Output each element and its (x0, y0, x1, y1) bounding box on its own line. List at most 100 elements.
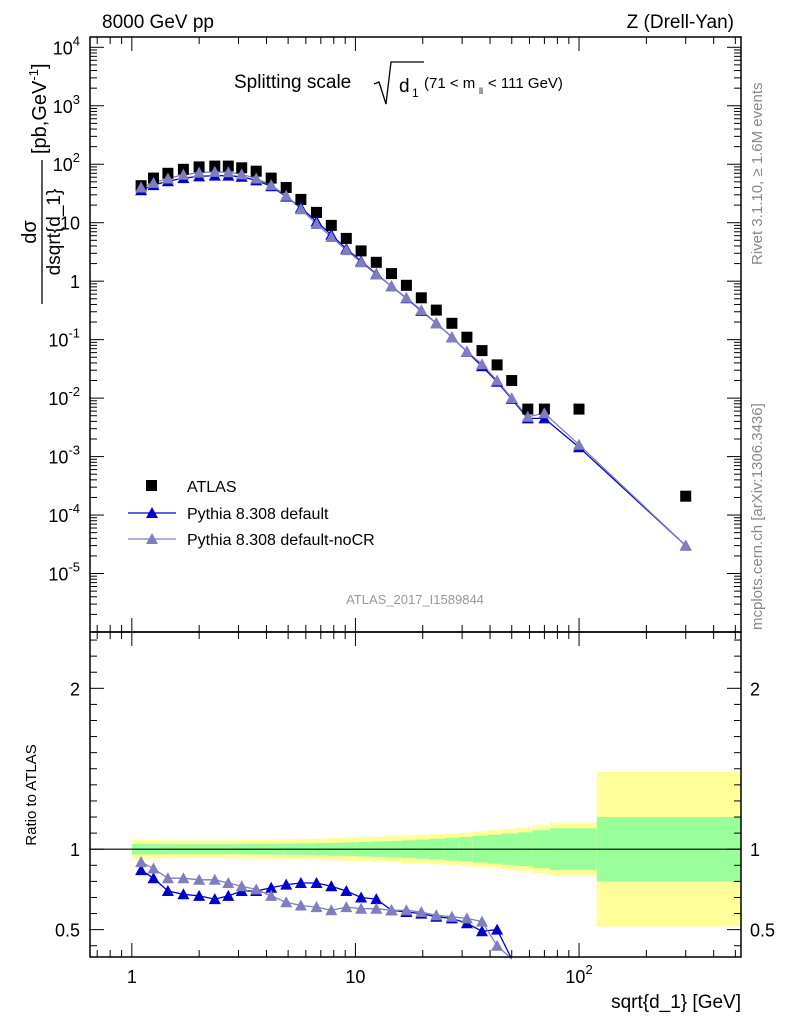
main-point-series-2-2 (161, 172, 174, 184)
ratio-point-series-1-11 (294, 899, 307, 911)
main-point-series-2-5 (208, 165, 221, 177)
title-main: Splitting scale (234, 72, 351, 93)
title-sub-end: < 111 GeV) (488, 75, 563, 92)
mcplots-note: mcplots.cern.ch [arXiv:1306.3436] (749, 403, 766, 630)
main-point-series-2-13 (325, 231, 338, 242)
ratio-point-series-0-0 (135, 864, 148, 876)
ratio-point-series-0-15 (355, 891, 368, 903)
main-ytick-label: 10-2 (48, 384, 80, 409)
x-tick-labels: 1 10 102 (127, 962, 593, 987)
main-point-series-2-1 (147, 176, 160, 188)
main-ytick-label: 103 (53, 92, 80, 117)
ratio-axis-ticks: 0.5 0.5 1 1 2 2 (55, 632, 775, 957)
title-d: d (399, 76, 410, 97)
ratio-point-series-1-8 (250, 883, 263, 895)
ratio-point-series-0-2 (161, 885, 174, 896)
ratio-point-series-1-14 (340, 901, 353, 913)
analysis-label: ATLAS_2017_I1589844 (346, 592, 484, 607)
x-tick-label: 1 (127, 967, 137, 987)
main-point-atlas-26 (522, 403, 534, 415)
legend-nocr-marker (146, 533, 158, 544)
main-ytick-label: 1 (70, 272, 80, 292)
main-ytick-label: 10-1 (48, 326, 80, 351)
ratio-ytick-label-right: 2 (750, 679, 760, 699)
ratio-point-series-1-5 (208, 873, 221, 885)
legend-atlas-marker (146, 480, 157, 491)
main-point-atlas-9 (265, 172, 277, 184)
x-tick-label: 102 (565, 962, 592, 987)
ylabel-numerator: dσ (19, 220, 41, 244)
main-point-atlas-16 (370, 256, 382, 268)
header-right: Z (Drell-Yan) (627, 12, 734, 33)
main-point-series-2-14 (340, 244, 353, 256)
ratio-point-series-0-4 (193, 889, 206, 901)
legend-default-label: Pythia 8.308 default (187, 506, 329, 523)
ratio-point-series-0-10 (280, 878, 293, 890)
ratio-point-series-1-15 (355, 902, 368, 914)
main-point-series-2-17 (385, 280, 398, 292)
main-point-atlas-15 (355, 245, 367, 257)
ratio-point-series-1-2 (161, 872, 174, 884)
ratio-point-series-0-6 (222, 889, 235, 901)
main-ytick-label: 10 (60, 214, 80, 234)
rivet-note: Rivet 3.1.10, ≥ 1.6M events (749, 83, 766, 266)
main-ylabel: dσ dsqrt{d_1} [pb,GeV-1] (19, 63, 65, 304)
ratio-point-series-1-7 (235, 880, 248, 892)
ratio-point-series-0-12 (310, 877, 323, 888)
main-ytick-label: 10-3 (48, 443, 80, 468)
ylabel-denominator: dsqrt{d_1} (44, 189, 65, 276)
main-point-series-2-22 (460, 345, 473, 357)
ratio-point-series-1-0 (135, 856, 148, 868)
main-point-series-2-19 (415, 304, 428, 316)
main-point-atlas-29 (680, 490, 692, 502)
main-point-series-2-18 (400, 291, 413, 303)
main-point-atlas-12 (311, 206, 322, 218)
main-point-series-2-11 (294, 203, 307, 215)
legend: ATLAS Pythia 8.308 default Pythia 8.308 … (128, 479, 375, 549)
x-tick-label: 10 (345, 967, 365, 987)
main-point-atlas-28 (573, 403, 585, 415)
title-d-index: 1 (412, 86, 419, 100)
main-ytick-label: 10-4 (48, 501, 80, 526)
main-point-series-2-3 (177, 168, 190, 180)
main-point-atlas-10 (280, 182, 292, 193)
main-point-series-2-25 (505, 392, 518, 404)
title-sub-index: ll (479, 86, 483, 96)
main-point-series-2-28 (573, 438, 585, 450)
main-point-atlas-8 (250, 165, 262, 177)
ratio-ytick-label-left: 1 (70, 840, 80, 860)
ratio-point-series-1-4 (193, 873, 206, 885)
main-point-atlas-21 (446, 317, 458, 329)
main-point-atlas-19 (415, 292, 427, 304)
main-point-series-2-9 (265, 179, 278, 191)
header-left: 8000 GeV pp (102, 12, 214, 33)
main-point-atlas-17 (386, 268, 397, 280)
main-point-atlas-22 (461, 331, 473, 343)
ratio-point-series-1-6 (222, 877, 235, 888)
ratio-point-series-1-22 (460, 912, 473, 924)
ratio-point-series-1-19 (415, 906, 428, 917)
main-point-atlas-7 (236, 162, 248, 174)
ratio-point-series-0-3 (177, 888, 190, 900)
main-point-atlas-11 (295, 193, 307, 205)
ratio-ytick-label-right: 1 (750, 840, 760, 860)
legend-nocr-label: Pythia 8.308 default-noCR (187, 532, 375, 549)
ratio-line-series-1 (140, 861, 513, 960)
ratio-ylabel: Ratio to ATLAS (23, 744, 40, 845)
main-point-atlas-14 (340, 232, 352, 244)
ratio-point-series-0-14 (340, 885, 353, 896)
ratio-point-series-0-1 (147, 872, 160, 884)
main-point-series-2-16 (370, 268, 383, 280)
ylabel-units: [pb,GeV-1] (26, 63, 51, 154)
main-point-atlas-25 (506, 375, 518, 386)
ratio-point-series-0-11 (294, 877, 307, 888)
main-point-series-2-29 (679, 539, 692, 551)
ratio-ytick-label-left: 0.5 (55, 921, 80, 941)
x-axis-label: sqrt{d_1} [GeV] (611, 992, 741, 1013)
main-data-marks (135, 160, 692, 551)
main-point-atlas-18 (400, 279, 412, 291)
main-point-series-2-21 (445, 331, 458, 343)
ratio-point-series-0-9 (265, 881, 278, 893)
main-point-series-2-26 (521, 410, 534, 422)
